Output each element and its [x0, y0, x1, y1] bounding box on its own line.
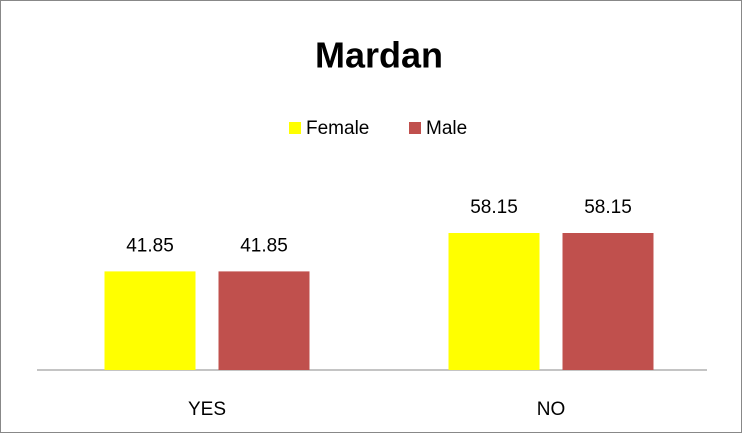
bar: [104, 271, 196, 370]
x-tick-label: YES: [188, 399, 226, 420]
value-label: 58.15: [470, 197, 518, 218]
value-label: 58.15: [584, 197, 632, 218]
x-tick-label: NO: [537, 399, 566, 420]
bar: [218, 271, 310, 370]
value-label: 41.85: [240, 235, 288, 256]
legend-label: Female: [306, 118, 369, 139]
legend-swatch: [409, 122, 421, 134]
bar: [448, 233, 540, 370]
bar: [562, 233, 654, 370]
legend-label: Male: [426, 118, 467, 139]
chart-title: Mardan: [315, 35, 443, 76]
legend-swatch: [289, 122, 301, 134]
value-label: 41.85: [126, 235, 174, 256]
